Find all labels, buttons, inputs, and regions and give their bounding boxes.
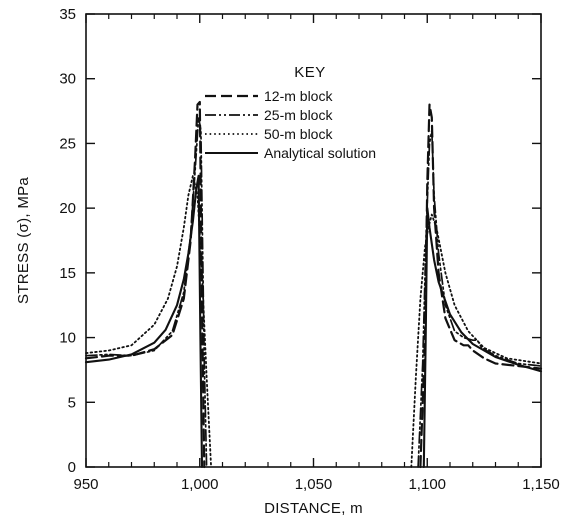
- x-tick-label: 1,000: [181, 476, 219, 493]
- series-line-dotted: [410, 213, 542, 468]
- legend-entry-label: 12-m block: [264, 88, 333, 104]
- series-line-dotted: [85, 174, 212, 468]
- series-line-dashed: [419, 103, 543, 469]
- y-tick-label: 25: [59, 135, 76, 152]
- y-tick-label: 15: [59, 265, 76, 282]
- y-tick-label: 20: [59, 200, 76, 217]
- legend-title: KEY: [294, 64, 326, 81]
- legend-entry-label: 50-m block: [264, 126, 333, 142]
- x-tick-label: 1,100: [408, 476, 446, 493]
- y-tick-label: 0: [68, 459, 76, 476]
- x-axis-title: DISTANCE, m: [264, 500, 363, 517]
- y-tick-label: 10: [59, 330, 76, 347]
- y-tick-label: 30: [59, 71, 76, 88]
- legend-entry-label: 25-m block: [264, 107, 333, 123]
- series-layer: [84, 100, 543, 469]
- y-axis-ticks: 0 5 10 15 20 25 30 35: [59, 6, 541, 476]
- y-tick-label: 35: [59, 6, 76, 23]
- y-tick-label: 5: [68, 394, 76, 411]
- series-line-dash-dot-dot: [85, 116, 208, 468]
- x-axis-ticks: 950 1,000 1,050 1,100 1,150: [73, 14, 560, 493]
- x-tick-label: 1,150: [522, 476, 560, 493]
- series-line-solid: [422, 207, 543, 469]
- legend-entry-label: Analytical solution: [264, 145, 376, 161]
- series-line-solid: [84, 174, 204, 469]
- plot-area: [85, 13, 542, 468]
- plot-frame: [85, 13, 542, 468]
- y-axis-title: STRESS (σ), MPa: [15, 177, 32, 304]
- series-line-dash-dot-dot: [417, 129, 542, 468]
- legend: KEY 12-m block 25-m block 50-m block Analyt…: [205, 64, 376, 161]
- x-tick-label: 1,050: [295, 476, 333, 493]
- series-line-dashed: [84, 100, 206, 469]
- x-tick-label: 950: [73, 476, 98, 493]
